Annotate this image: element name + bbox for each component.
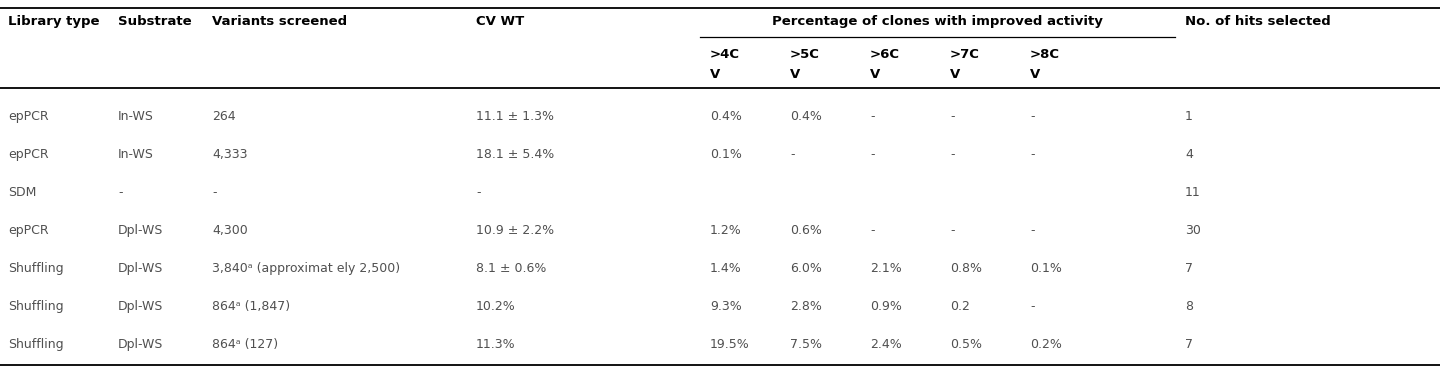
- Text: -: -: [870, 224, 874, 237]
- Text: >4C: >4C: [710, 48, 740, 61]
- Text: V: V: [870, 68, 880, 81]
- Text: 11.3%: 11.3%: [477, 338, 516, 351]
- Text: 7: 7: [1185, 262, 1192, 275]
- Text: -: -: [1030, 224, 1034, 237]
- Text: >5C: >5C: [791, 48, 819, 61]
- Text: Dpl-WS: Dpl-WS: [118, 300, 163, 313]
- Text: -: -: [950, 110, 955, 123]
- Text: 10.2%: 10.2%: [477, 300, 516, 313]
- Text: 2.4%: 2.4%: [870, 338, 901, 351]
- Text: 8: 8: [1185, 300, 1192, 313]
- Text: -: -: [477, 186, 481, 199]
- Text: Dpl-WS: Dpl-WS: [118, 338, 163, 351]
- Text: 4,333: 4,333: [212, 148, 248, 161]
- Text: -: -: [212, 186, 216, 199]
- Text: 0.1%: 0.1%: [1030, 262, 1061, 275]
- Text: Shuffling: Shuffling: [9, 262, 63, 275]
- Text: -: -: [870, 110, 874, 123]
- Text: 7.5%: 7.5%: [791, 338, 822, 351]
- Text: epPCR: epPCR: [9, 224, 49, 237]
- Text: Dpl-WS: Dpl-WS: [118, 262, 163, 275]
- Text: Shuffling: Shuffling: [9, 300, 63, 313]
- Text: epPCR: epPCR: [9, 148, 49, 161]
- Text: 11.1 ± 1.3%: 11.1 ± 1.3%: [477, 110, 554, 123]
- Text: -: -: [118, 186, 122, 199]
- Text: 3,840ᵃ (approximat ely 2,500): 3,840ᵃ (approximat ely 2,500): [212, 262, 400, 275]
- Text: Percentage of clones with improved activity: Percentage of clones with improved activ…: [772, 15, 1103, 28]
- Text: Variants screened: Variants screened: [212, 15, 347, 28]
- Text: 1: 1: [1185, 110, 1192, 123]
- Text: In-WS: In-WS: [118, 148, 154, 161]
- Text: 7: 7: [1185, 338, 1192, 351]
- Text: 19.5%: 19.5%: [710, 338, 750, 351]
- Text: epPCR: epPCR: [9, 110, 49, 123]
- Text: 8.1 ± 0.6%: 8.1 ± 0.6%: [477, 262, 546, 275]
- Text: 2.8%: 2.8%: [791, 300, 822, 313]
- Text: CV WT: CV WT: [477, 15, 524, 28]
- Text: 18.1 ± 5.4%: 18.1 ± 5.4%: [477, 148, 554, 161]
- Text: 0.1%: 0.1%: [710, 148, 742, 161]
- Text: >6C: >6C: [870, 48, 900, 61]
- Text: -: -: [1030, 148, 1034, 161]
- Text: V: V: [950, 68, 960, 81]
- Text: Library type: Library type: [9, 15, 99, 28]
- Text: 1.2%: 1.2%: [710, 224, 742, 237]
- Text: 0.2%: 0.2%: [1030, 338, 1061, 351]
- Text: -: -: [950, 148, 955, 161]
- Text: -: -: [950, 224, 955, 237]
- Text: 6.0%: 6.0%: [791, 262, 822, 275]
- Text: -: -: [791, 148, 795, 161]
- Text: -: -: [870, 148, 874, 161]
- Text: 4,300: 4,300: [212, 224, 248, 237]
- Text: SDM: SDM: [9, 186, 36, 199]
- Text: 0.6%: 0.6%: [791, 224, 822, 237]
- Text: 264: 264: [212, 110, 236, 123]
- Text: 11: 11: [1185, 186, 1201, 199]
- Text: 0.2: 0.2: [950, 300, 971, 313]
- Text: 1.4%: 1.4%: [710, 262, 742, 275]
- Text: Substrate: Substrate: [118, 15, 192, 28]
- Text: 30: 30: [1185, 224, 1201, 237]
- Text: 0.4%: 0.4%: [710, 110, 742, 123]
- Text: -: -: [1030, 110, 1034, 123]
- Text: 4: 4: [1185, 148, 1192, 161]
- Text: 10.9 ± 2.2%: 10.9 ± 2.2%: [477, 224, 554, 237]
- Text: In-WS: In-WS: [118, 110, 154, 123]
- Text: 0.8%: 0.8%: [950, 262, 982, 275]
- Text: >7C: >7C: [950, 48, 979, 61]
- Text: V: V: [710, 68, 720, 81]
- Text: 864ᵃ (127): 864ᵃ (127): [212, 338, 278, 351]
- Text: 0.4%: 0.4%: [791, 110, 822, 123]
- Text: Shuffling: Shuffling: [9, 338, 63, 351]
- Text: V: V: [1030, 68, 1040, 81]
- Text: Dpl-WS: Dpl-WS: [118, 224, 163, 237]
- Text: 0.5%: 0.5%: [950, 338, 982, 351]
- Text: 864ᵃ (1,847): 864ᵃ (1,847): [212, 300, 289, 313]
- Text: No. of hits selected: No. of hits selected: [1185, 15, 1331, 28]
- Text: >8C: >8C: [1030, 48, 1060, 61]
- Text: 0.9%: 0.9%: [870, 300, 901, 313]
- Text: V: V: [791, 68, 801, 81]
- Text: -: -: [1030, 300, 1034, 313]
- Text: 2.1%: 2.1%: [870, 262, 901, 275]
- Text: 9.3%: 9.3%: [710, 300, 742, 313]
